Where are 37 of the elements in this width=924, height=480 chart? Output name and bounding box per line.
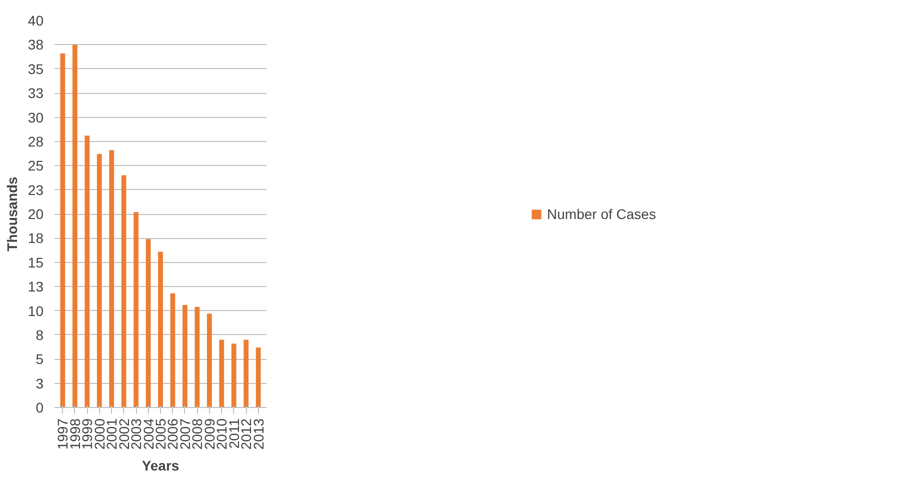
y-tick-label: 3 [36, 375, 44, 392]
x-axis-title: Years [142, 458, 180, 474]
bar [72, 44, 78, 408]
bar [158, 252, 163, 408]
bar [256, 348, 261, 408]
y-tick-label: 20 [28, 206, 44, 222]
bar [96, 154, 102, 408]
bar [219, 340, 224, 408]
bar [109, 150, 114, 408]
bar [170, 293, 176, 408]
y-tick-label: 15 [28, 254, 44, 270]
y-tick-label: 0 [36, 400, 44, 416]
y-tick-label: 18 [28, 230, 44, 246]
y-tick-label: 13 [28, 278, 44, 295]
bar [182, 304, 188, 408]
y-tick-label: 23 [28, 182, 44, 198]
bar [206, 314, 212, 408]
y-tick-label: 25 [28, 158, 44, 174]
bar [244, 340, 249, 408]
y-tick-label: 35 [28, 60, 44, 77]
bar [121, 175, 126, 408]
bar [84, 136, 90, 408]
y-tick-label: 38 [28, 36, 44, 53]
y-tick-label: 5 [36, 351, 44, 368]
bar [194, 306, 200, 408]
y-tick-label: 10 [28, 302, 44, 319]
bar [146, 239, 151, 408]
bar [134, 212, 138, 408]
y-tick-label: 40 [28, 12, 44, 28]
y-tick-label: 28 [28, 133, 44, 150]
y-tick-label: 33 [28, 85, 44, 102]
bar [231, 344, 236, 408]
legend-label: Number of Cases [547, 206, 656, 222]
y-tick-label: 30 [28, 109, 44, 126]
bar [60, 53, 66, 408]
y-tick-label: 8 [36, 326, 44, 343]
y-axis-title: Thousands [4, 176, 20, 252]
